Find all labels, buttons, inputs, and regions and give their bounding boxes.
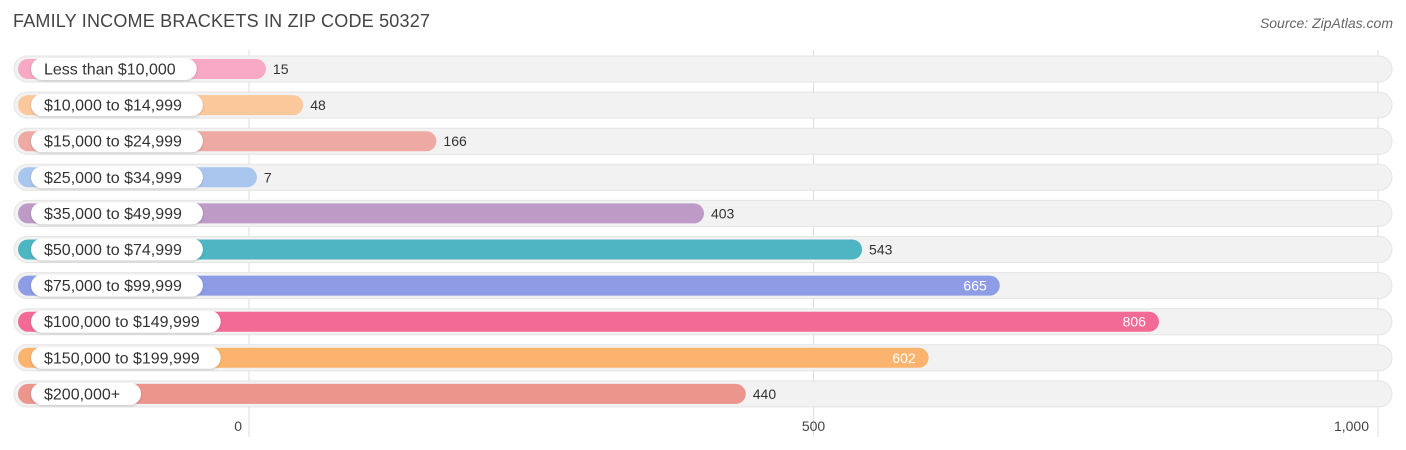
category-pill [31,202,203,225]
x-axis-ticks: 0 500 1,000 [234,418,1369,434]
bar-row: $100,000 to $149,999 806 [13,308,1393,336]
bar-row: $25,000 to $34,999 7 [13,163,1393,191]
category-pill [31,166,203,189]
category-pill [31,238,203,261]
category-label: $25,000 to $34,999 [44,170,182,187]
value-label: 166 [443,133,467,149]
bar-track [13,91,1393,119]
value-label: 7 [264,169,272,185]
bar-row: $15,000 to $24,999 166 [13,127,1393,155]
x-tick-label: 500 [802,418,826,434]
bar[interactable] [18,383,746,404]
bar-row: $35,000 to $49,999 403 [13,199,1393,227]
chart-title: FAMILY INCOME BRACKETS IN ZIP CODE 50327 [13,11,431,31]
bar-row: $150,000 to $199,999 602 [13,344,1393,372]
value-label: 543 [869,242,893,258]
value-label: 48 [310,97,326,113]
bar[interactable] [18,347,929,368]
category-label: $200,000+ [44,386,120,403]
bar-row: $50,000 to $74,999 543 [13,236,1393,263]
category-pill [31,382,142,405]
value-label: 602 [892,350,916,366]
category-pill [31,346,221,369]
bar-row: $10,000 to $14,999 48 [13,91,1393,119]
category-pill [31,130,203,153]
source-note: Source: ZipAtlas.com [1259,15,1393,31]
category-pill [31,274,203,297]
value-label: 15 [273,61,289,77]
bar-track [13,163,1393,191]
x-tick-label: 1,000 [1334,418,1369,434]
bar[interactable] [18,239,863,260]
category-label: $100,000 to $149,999 [44,314,200,331]
category-pill [31,94,203,117]
value-label: 806 [1123,314,1147,330]
category-label: $50,000 to $74,999 [44,242,182,259]
category-pill [31,310,221,333]
category-label: $35,000 to $49,999 [44,206,182,223]
category-label: $15,000 to $24,999 [44,134,182,151]
category-pill [31,58,197,80]
category-label: $10,000 to $14,999 [44,98,182,115]
category-label: $150,000 to $199,999 [44,350,200,367]
bar-rows: Less than $10,000 15$10,000 to $14,999 48$… [13,55,1393,408]
x-tick-label: 0 [234,418,242,434]
category-label: $75,000 to $99,999 [44,278,182,295]
value-label: 403 [711,205,735,221]
bar[interactable] [18,275,1000,296]
bar-row: Less than $10,000 15 [13,55,1393,83]
value-label: 440 [753,386,777,402]
category-label: Less than $10,000 [44,62,176,79]
bar-row: $200,000+ 440 [13,380,1393,408]
value-label: 665 [963,278,987,294]
bar[interactable] [18,311,1159,332]
bar-track [13,55,1393,83]
bar-row: $75,000 to $99,999 665 [13,272,1393,300]
